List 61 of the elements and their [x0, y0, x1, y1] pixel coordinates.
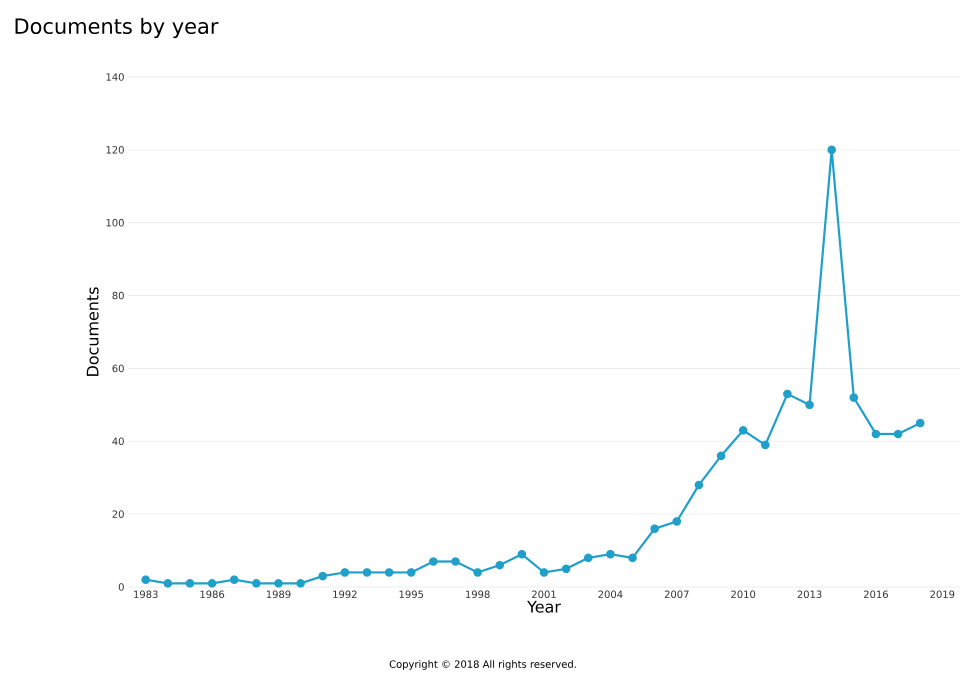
point [230, 575, 239, 584]
x-axis-title: Year [527, 600, 561, 613]
point [694, 480, 704, 490]
point [473, 568, 482, 577]
x-tick-label: 1989 [266, 590, 290, 598]
x-tick-label: 2019 [930, 590, 954, 598]
y-tick-label: 60 [112, 364, 124, 372]
x-tick-label: 2007 [664, 590, 689, 598]
point [384, 568, 394, 577]
point [362, 568, 372, 577]
x-tick-label: 2001 [532, 590, 556, 598]
point [274, 579, 283, 588]
x-tick-label: 2004 [598, 590, 623, 598]
point [716, 452, 726, 460]
point [186, 579, 194, 588]
y-tick-label: 120 [106, 146, 124, 154]
point [672, 517, 682, 526]
point [296, 579, 305, 588]
point [540, 568, 548, 577]
point [429, 557, 438, 566]
y-tick-label: 40 [112, 438, 124, 446]
point [850, 393, 858, 402]
point [894, 430, 902, 438]
x-tick-label: 1983 [134, 590, 158, 598]
y-tick-label: 80 [112, 292, 124, 300]
x-tick-label: 1992 [333, 590, 357, 598]
point [738, 426, 748, 435]
point [340, 568, 350, 577]
point [650, 524, 659, 534]
point [208, 579, 216, 588]
point [805, 400, 814, 410]
x-tick-label: 1998 [466, 590, 490, 598]
chart-title: Documents by year [16, 18, 218, 38]
point [518, 550, 526, 559]
x-tick-label: 2016 [864, 590, 888, 598]
y-tick-label: 20 [112, 510, 124, 518]
point [164, 579, 172, 588]
y-tick-label: 100 [106, 218, 124, 226]
point [760, 440, 770, 450]
point [406, 568, 416, 577]
y-tick-label: 140 [106, 73, 124, 81]
point [141, 575, 150, 584]
point [628, 554, 637, 562]
y-axis-title: Documents [86, 287, 99, 376]
point [872, 430, 880, 438]
point [318, 572, 328, 580]
point [916, 418, 924, 428]
point [451, 557, 460, 566]
point [827, 146, 836, 154]
x-tick-label: 2010 [731, 590, 756, 598]
point [606, 550, 615, 559]
x-tick-label: 1995 [400, 590, 424, 598]
point [562, 564, 570, 574]
x-tick-label: 2013 [798, 590, 822, 598]
y-tick-label: 0 [118, 583, 124, 591]
point [584, 554, 593, 562]
point [783, 390, 792, 398]
x-tick-label: 1986 [200, 590, 224, 598]
point [495, 560, 504, 570]
point [252, 579, 261, 588]
text: Copyright © 2018 All rights reserved. [390, 660, 576, 670]
